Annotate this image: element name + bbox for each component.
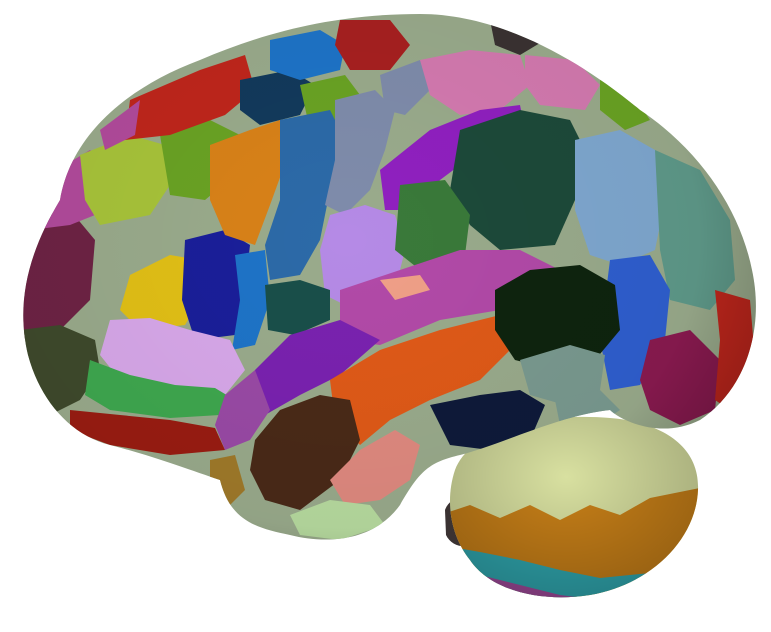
image-canvas <box>23 14 756 598</box>
brain-parcellation-illustration <box>23 14 756 598</box>
